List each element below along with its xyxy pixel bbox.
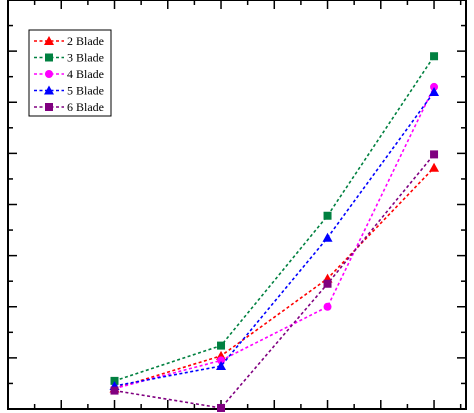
legend-box xyxy=(28,29,112,117)
data-point xyxy=(323,211,332,220)
legend-entry: 2 Blade xyxy=(34,34,104,48)
legend-entry: 5 Blade xyxy=(34,84,104,98)
data-point xyxy=(323,302,332,311)
legend-entry: 3 Blade xyxy=(34,51,104,65)
data-point xyxy=(110,376,119,385)
legend-marker xyxy=(45,53,53,62)
legend-label: 6 Blade xyxy=(67,100,104,114)
legend-marker xyxy=(45,103,53,111)
data-point xyxy=(110,386,119,395)
legend-entry: 4 Blade xyxy=(34,67,104,81)
data-point xyxy=(323,279,332,288)
series-line xyxy=(114,55,435,382)
series-line xyxy=(114,167,435,390)
legend-label: 4 Blade xyxy=(67,67,104,81)
series-line xyxy=(114,153,435,409)
legend-marker xyxy=(44,36,54,45)
series-2 xyxy=(110,52,439,385)
data-point xyxy=(430,82,439,91)
data-point xyxy=(430,150,439,159)
data-point xyxy=(429,87,440,97)
legend-label: 3 Blade xyxy=(67,51,104,65)
data-point xyxy=(217,403,226,412)
legend-label: 5 Blade xyxy=(67,84,104,98)
series-1 xyxy=(109,162,440,393)
series-line xyxy=(114,86,435,390)
data-point xyxy=(429,162,440,172)
legend: 2 Blade 3 Blade 4 Blade 5 Blade 6 Blade xyxy=(28,29,112,117)
series-layer xyxy=(109,52,440,412)
data-point xyxy=(322,232,333,242)
data-point xyxy=(216,361,227,371)
series-5 xyxy=(110,150,439,412)
data-point xyxy=(217,341,226,350)
series-4 xyxy=(109,87,440,390)
data-point xyxy=(430,52,439,61)
legend-label: 2 Blade xyxy=(67,34,104,48)
legend-entry: 6 Blade xyxy=(34,100,104,114)
legend-marker xyxy=(44,85,54,95)
legend-marker xyxy=(45,70,53,78)
series-line xyxy=(114,91,435,387)
axis-ticks xyxy=(7,0,466,410)
